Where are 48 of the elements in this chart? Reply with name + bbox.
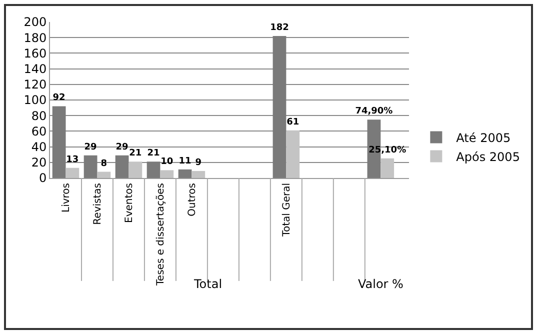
data-label: 13: [66, 154, 79, 165]
bar: [380, 158, 394, 178]
x-tick-label: Total Geral: [281, 183, 292, 238]
data-label: 8: [100, 158, 108, 169]
bar: [160, 170, 174, 178]
x-tick-label: Revistas: [92, 183, 104, 225]
data-label: 9: [195, 158, 202, 168]
bar: [66, 168, 80, 178]
bar: [192, 170, 206, 178]
x-tick-label: Outros: [186, 183, 198, 216]
bar: [272, 36, 286, 178]
y-tick-label: 100: [24, 93, 47, 108]
text: Total: [193, 277, 222, 291]
y-tick-label: 0: [38, 171, 47, 186]
data-label: 21: [147, 148, 160, 159]
x-tick-label: Eventos: [124, 183, 135, 223]
data-label: 182: [270, 23, 289, 34]
bar: [52, 106, 66, 178]
data-label: 10: [160, 157, 174, 168]
legend-label: Após 2005: [456, 150, 520, 164]
y-tick-label: 120: [24, 78, 47, 92]
y-tick-label: 160: [24, 46, 47, 60]
y-tick-label: 200: [24, 15, 47, 30]
data-label: 11: [178, 156, 192, 166]
data-label: 92: [52, 93, 66, 104]
data-label: 25,10%: [368, 145, 406, 156]
y-tick-label: 60: [31, 124, 47, 138]
y-tick-label: 140: [24, 62, 47, 76]
bar: [286, 130, 300, 178]
bar: [128, 162, 142, 178]
data-label: 61: [286, 117, 300, 128]
bar: [97, 172, 111, 178]
data-label: 29: [116, 142, 128, 152]
legend-label: Até 2005: [456, 130, 511, 145]
x-tick-label: Livros: [61, 183, 72, 212]
data-label: 74,90%: [355, 106, 393, 117]
data-label: 29: [84, 142, 97, 152]
y-tick-label: 180: [24, 30, 47, 45]
y-tick-label: 40: [31, 140, 47, 154]
bar: [115, 155, 129, 178]
text: Valor %: [358, 277, 404, 291]
bar: [146, 162, 160, 178]
x-tick-label: Teses e dissertações: [155, 183, 166, 286]
y-tick-label: 80: [31, 108, 47, 123]
bar: [84, 155, 98, 178]
bar: [178, 169, 192, 178]
data-label: 21: [129, 148, 142, 159]
y-tick-label: 20: [31, 156, 47, 170]
